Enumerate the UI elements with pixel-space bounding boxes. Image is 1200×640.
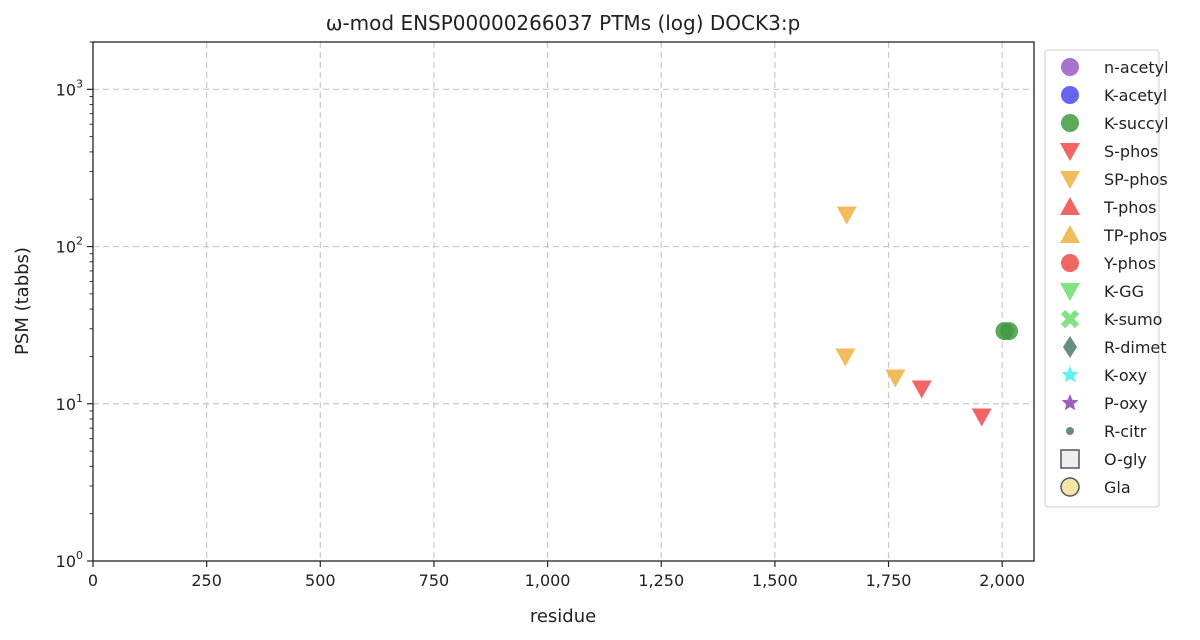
y-tick-label: 100 <box>56 549 83 571</box>
legend-item-tp-phos: TP-phos <box>1060 225 1167 245</box>
legend-label: SP-phos <box>1104 170 1168 189</box>
y-tick-base: 10 <box>56 395 76 414</box>
legend-label: K-succyl <box>1104 114 1169 133</box>
y-tick-exponent: 0 <box>76 549 83 562</box>
x-tick-label: 0 <box>88 571 98 590</box>
legend-label: n-acetyl <box>1104 58 1169 77</box>
legend-marker-k-succyl <box>1061 114 1079 132</box>
legend: n-acetyl K-acetyl K-succyl S-phos SP-phos T-p… <box>1044 49 1169 508</box>
legend-marker-k-sumo <box>1060 309 1080 329</box>
legend-item-k-acetyl: K-acetyl <box>1061 86 1167 105</box>
x-tick-label: 1,250 <box>638 571 684 590</box>
legend-label: P-oxy <box>1104 394 1148 413</box>
legend-label: Gla <box>1104 478 1131 497</box>
legend-label: Y-phos <box>1103 254 1156 273</box>
legend-marker-sp-phos <box>1060 171 1080 189</box>
legend-label: K-oxy <box>1104 366 1147 385</box>
legend-item-r-dimet: R-dimet <box>1063 336 1167 358</box>
legend-label: T-phos <box>1103 198 1157 217</box>
y-tick-label: 102 <box>56 235 83 257</box>
legend-marker-k-acetyl <box>1061 86 1079 104</box>
legend-marker-s-phos <box>1060 143 1080 161</box>
x-tick-label: 500 <box>305 571 336 590</box>
data-point-sp-phos <box>885 369 906 388</box>
legend-item-k-oxy: K-oxy <box>1061 366 1147 385</box>
y-tick-label: 101 <box>56 392 83 414</box>
y-tick-label: 103 <box>56 77 83 99</box>
y-tick-base: 10 <box>56 80 76 99</box>
y-axis-label: PSM (tabbs) <box>12 247 33 355</box>
legend-item-t-phos: T-phos <box>1060 197 1157 217</box>
legend-item-sp-phos: SP-phos <box>1060 170 1168 189</box>
legend-label: O-gly <box>1104 450 1147 469</box>
legend-item-r-citr: R-citr <box>1066 422 1147 441</box>
data-points <box>835 206 1018 427</box>
legend-item-k-succyl: K-succyl <box>1061 114 1169 133</box>
data-point-k-succyl <box>999 322 1018 341</box>
legend-marker-o-gly <box>1060 449 1080 469</box>
y-tick-exponent: 3 <box>76 77 83 90</box>
legend-item-y-phos: Y-phos <box>1061 254 1156 273</box>
legend-item-s-phos: S-phos <box>1060 142 1158 161</box>
plot-frame <box>92 41 1035 562</box>
legend-label: K-sumo <box>1104 310 1162 329</box>
legend-marker-n-acetyl <box>1061 58 1079 76</box>
x-tick-label: 250 <box>191 571 222 590</box>
legend-label: S-phos <box>1104 142 1158 161</box>
data-point-s-phos <box>911 380 932 399</box>
legend-item-k-gg: K-GG <box>1060 282 1144 301</box>
legend-label: K-GG <box>1104 282 1144 301</box>
legend-marker-t-phos <box>1060 197 1080 215</box>
x-tick-label: 1,500 <box>752 571 798 590</box>
legend-label: R-citr <box>1104 422 1147 441</box>
x-axis-ticks: 0 250 500 750 1,000 1,250 1,500 1,750 2,000 <box>88 561 1025 590</box>
x-tick-label: 2,000 <box>979 571 1025 590</box>
legend-marker-tp-phos <box>1060 225 1080 243</box>
legend-marker-r-dimet <box>1063 336 1077 358</box>
data-point-s-phos <box>971 408 992 427</box>
legend-frame <box>1044 49 1160 508</box>
chart-title: ω-mod ENSP00000266037 PTMs (log) DOCK3:p <box>326 11 801 35</box>
x-axis-label: residue <box>530 606 596 627</box>
legend-item-gla: Gla <box>1060 477 1131 497</box>
x-tick-label: 1,750 <box>866 571 912 590</box>
x-tick-label: 1,000 <box>525 571 571 590</box>
legend-marker-gla <box>1060 477 1080 497</box>
legend-label: R-dimet <box>1104 338 1167 357</box>
legend-item-n-acetyl: n-acetyl <box>1061 58 1169 77</box>
grid-lines <box>93 42 1034 561</box>
y-tick-exponent: 2 <box>76 235 83 248</box>
legend-marker-y-phos <box>1061 254 1079 272</box>
data-point-sp-phos <box>836 206 857 225</box>
y-tick-base: 10 <box>56 552 76 571</box>
y-tick-base: 10 <box>56 238 76 257</box>
x-tick-label: 750 <box>419 571 450 590</box>
data-point-sp-phos <box>835 348 856 367</box>
legend-item-p-oxy: P-oxy <box>1061 394 1148 413</box>
legend-label: TP-phos <box>1103 226 1167 245</box>
legend-item-k-sumo: K-sumo <box>1060 309 1162 329</box>
legend-marker-k-oxy <box>1061 366 1079 383</box>
legend-label: K-acetyl <box>1104 86 1167 105</box>
y-tick-exponent: 1 <box>76 392 83 405</box>
legend-marker-p-oxy <box>1061 394 1079 411</box>
legend-item-o-gly: O-gly <box>1060 449 1147 469</box>
legend-marker-r-citr <box>1066 427 1074 435</box>
legend-marker-k-gg <box>1060 283 1080 301</box>
